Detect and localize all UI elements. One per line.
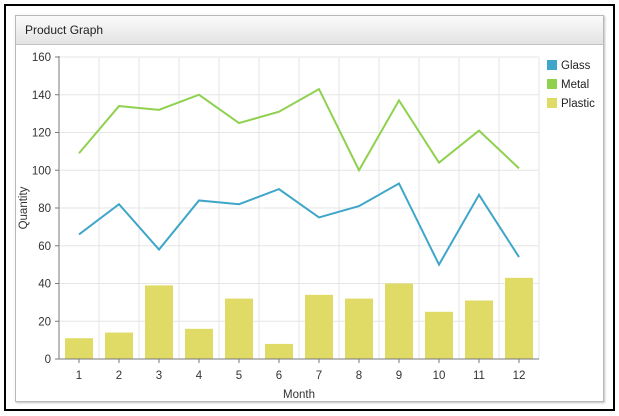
x-tick-label: 3 [156, 370, 162, 382]
x-tick-label: 10 [433, 370, 446, 382]
x-tick-label: 4 [196, 370, 203, 382]
panel-header: Product Graph [16, 16, 603, 45]
x-tick-label: 2 [116, 370, 122, 382]
x-tick-label: 5 [236, 370, 242, 382]
series-line-glass [78, 182, 520, 267]
bar-plastic-4 [185, 328, 213, 359]
x-tick-label: 6 [276, 370, 282, 382]
legend-label-metal: Metal [561, 79, 589, 91]
y-tick-label: 60 [38, 241, 51, 253]
x-tick-label: 11 [473, 370, 485, 382]
bar-plastic-12 [505, 277, 533, 359]
bar-plastic-1 [65, 338, 93, 359]
x-tick-label: 8 [356, 370, 362, 382]
x-tick-label: 12 [513, 370, 526, 382]
bar-plastic-10 [425, 311, 453, 359]
series-line-metal [78, 87, 520, 173]
x-axis-title: Month [283, 389, 315, 401]
bar-plastic-3 [145, 285, 173, 359]
legend-swatch-metal [547, 79, 557, 89]
bar-plastic-2 [105, 332, 133, 359]
y-tick-label: 40 [38, 279, 51, 291]
legend-label-plastic: Plastic [561, 98, 595, 110]
plastic-bars [65, 277, 533, 359]
y-tick-label: 100 [32, 165, 51, 177]
y-tick-label: 120 [32, 128, 51, 140]
legend: Glass Metal Plastic [547, 60, 595, 110]
x-tick-label: 1 [76, 370, 82, 382]
bar-plastic-5 [225, 298, 253, 359]
panel-title: Product Graph [25, 23, 104, 37]
y-tick-label: 0 [45, 354, 51, 366]
bar-plastic-11 [465, 300, 493, 359]
legend-label-glass: Glass [561, 60, 591, 72]
x-tick-label: 7 [316, 370, 322, 382]
bar-plastic-8 [345, 298, 373, 359]
bar-plastic-6 [265, 343, 293, 359]
y-tick-label: 80 [38, 203, 51, 215]
y-tick-label: 20 [38, 316, 51, 328]
x-tick-label: 9 [396, 370, 402, 382]
y-tick-label: 160 [32, 52, 51, 64]
y-axis-title: Quantity [18, 186, 30, 229]
legend-swatch-plastic [547, 98, 557, 108]
bar-plastic-9 [385, 283, 413, 359]
bar-plastic-7 [305, 294, 333, 359]
line-series [78, 87, 520, 267]
legend-swatch-glass [547, 60, 557, 70]
y-tick-label: 140 [32, 90, 51, 102]
